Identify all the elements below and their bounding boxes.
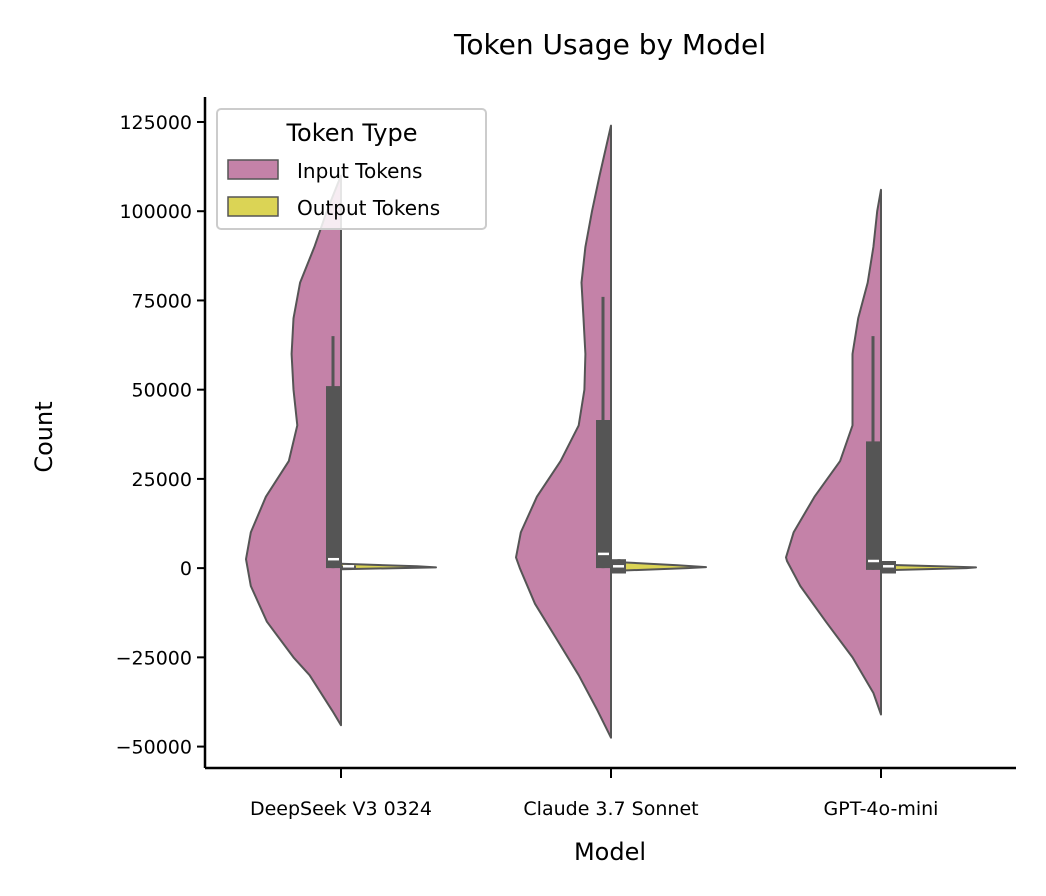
legend-swatch-input-tokens: [227, 159, 279, 180]
chart-title: Token Usage by Model: [453, 28, 766, 61]
legend-label-output-tokens: Output Tokens: [297, 196, 440, 220]
legend: Token Type Input Tokens Output Tokens: [216, 108, 487, 230]
violin-input-tokens-deepseek-v3-0324: [245, 174, 342, 727]
y-tick-label: 75000: [132, 290, 192, 312]
y-tick-label: −50000: [116, 737, 192, 759]
legend-title: Token Type: [285, 119, 417, 147]
y-tick-label: 25000: [132, 469, 192, 491]
y-tick-label: 0: [180, 558, 192, 580]
y-tick-label: 100000: [119, 201, 192, 223]
y-axis-label: Count: [30, 401, 58, 472]
y-tick-label: 50000: [132, 380, 192, 402]
x-tick-label-claude-3-7-sonnet: Claude 3.7 Sonnet: [523, 798, 698, 820]
box-input-tokens-gpt-4o-mini: [866, 441, 881, 570]
box-input-tokens-deepseek-v3-0324: [326, 386, 341, 569]
box-input-tokens-claude-3-7-sonnet: [596, 420, 611, 569]
legend-frame: [216, 108, 487, 230]
x-axis-label: Model: [574, 838, 646, 866]
y-tick-label: 125000: [119, 112, 192, 134]
legend-swatch-output-tokens: [227, 196, 279, 217]
x-tick-label-gpt-4o-mini: GPT-4o-mini: [824, 798, 939, 820]
violin-input-tokens-gpt-4o-mini: [785, 188, 882, 716]
violin-input-tokens-claude-3-7-sonnet: [515, 124, 612, 739]
y-tick-label: −25000: [116, 647, 192, 669]
violins-layer: [245, 124, 977, 739]
legend-label-input-tokens: Input Tokens: [297, 159, 422, 183]
boxplots-layer: [326, 296, 896, 574]
axes-layer: −50000 −25000 0 25000 50000 75000 100000 125000…: [116, 97, 1016, 820]
x-tick-label-deepseek-v3-0324: DeepSeek V3 0324: [250, 798, 432, 820]
